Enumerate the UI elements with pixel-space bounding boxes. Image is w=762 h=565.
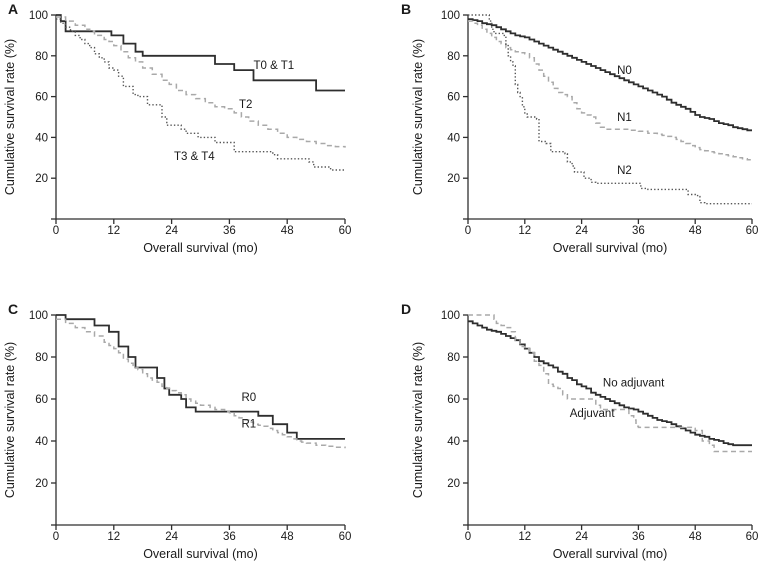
survival-curve-r0 — [56, 314, 345, 440]
survival-curve-no-adjuvant — [468, 320, 752, 447]
panel-letter: C — [8, 301, 18, 317]
x-axis-title: Overall survival (mo) — [143, 241, 258, 255]
y-tick-label: 20 — [35, 173, 48, 185]
x-tick-label: 24 — [165, 531, 178, 543]
series-label: T0 & T1 — [253, 60, 294, 72]
x-tick-label: 24 — [165, 225, 178, 237]
x-tick-label: 48 — [281, 531, 294, 543]
y-tick-label: 20 — [447, 478, 460, 490]
x-tick-label: 0 — [53, 531, 59, 543]
x-tick-label: 0 — [53, 225, 59, 237]
x-tick-label: 12 — [107, 531, 120, 543]
survival-curve-r1 — [56, 318, 346, 449]
series-label: Adjuvant — [570, 408, 616, 420]
series-label: R0 — [241, 392, 256, 404]
survival-curve-t0-t1 — [56, 14, 345, 92]
y-tick-label: 100 — [29, 10, 48, 22]
y-tick-label: 60 — [35, 92, 48, 104]
x-tick-label: 60 — [746, 225, 759, 237]
y-tick-label: 40 — [35, 436, 48, 448]
y-axis-title: Cumulative survival rate (%) — [3, 342, 17, 498]
x-tick-label: 36 — [223, 225, 236, 237]
y-axis-title: Cumulative survival rate (%) — [411, 342, 425, 498]
series-label: N1 — [617, 112, 632, 124]
panel-letter: A — [8, 1, 18, 17]
series-label: No adjuvant — [603, 377, 665, 389]
x-tick-label: 60 — [339, 531, 352, 543]
survival-curve-t3-t4 — [56, 18, 345, 171]
x-tick-label: 0 — [465, 225, 471, 237]
x-tick-label: 12 — [518, 531, 531, 543]
x-tick-label: 0 — [465, 531, 471, 543]
y-tick-label: 80 — [447, 51, 460, 63]
survival-curve-t2 — [56, 16, 346, 148]
series-label: R1 — [241, 418, 256, 430]
y-tick-label: 100 — [441, 10, 460, 22]
x-tick-label: 24 — [575, 225, 588, 237]
series-label: N2 — [617, 165, 632, 177]
x-tick-label: 24 — [575, 531, 588, 543]
panel-letter: B — [401, 1, 411, 17]
x-axis-title: Overall survival (mo) — [553, 547, 668, 561]
survival-curve-adjuvant — [468, 314, 752, 453]
y-tick-label: 60 — [35, 394, 48, 406]
y-tick-label: 60 — [447, 92, 460, 104]
panel-letter: D — [401, 301, 411, 317]
y-tick-label: 40 — [447, 132, 460, 144]
y-axis-title: Cumulative survival rate (%) — [411, 39, 425, 195]
y-tick-label: 20 — [447, 173, 460, 185]
y-tick-label: 100 — [441, 310, 460, 322]
x-tick-label: 48 — [281, 225, 294, 237]
y-tick-label: 40 — [447, 436, 460, 448]
panel-a-chart: A 100 80 60 40 20 0 12 24 36 48 60 Overall survival … — [3, 1, 352, 255]
y-tick-label: 40 — [35, 132, 48, 144]
x-tick-label: 36 — [632, 225, 645, 237]
x-axis-title: Overall survival (mo) — [553, 241, 668, 255]
y-tick-label: 20 — [35, 478, 48, 490]
survival-curve-n0 — [468, 18, 752, 132]
survival-curve-n1 — [468, 20, 753, 161]
y-axis-title: Cumulative survival rate (%) — [3, 39, 17, 195]
series-label: T3 & T4 — [174, 151, 215, 163]
x-axis-title: Overall survival (mo) — [143, 547, 258, 561]
x-tick-label: 60 — [339, 225, 352, 237]
x-tick-label: 12 — [518, 225, 531, 237]
x-tick-label: 48 — [689, 531, 702, 543]
panel-b-chart: B 100 80 60 40 20 0 12 24 36 48 60 Overall survival … — [401, 1, 759, 255]
panel-c-chart: C 100 80 60 40 20 0 12 24 36 48 60 Overall survival … — [3, 301, 352, 561]
y-tick-label: 80 — [35, 51, 48, 63]
survival-curve-n2 — [468, 14, 752, 205]
y-tick-label: 80 — [447, 352, 460, 364]
x-tick-label: 48 — [689, 225, 702, 237]
x-tick-label: 36 — [223, 531, 236, 543]
y-tick-label: 60 — [447, 394, 460, 406]
x-tick-label: 60 — [746, 531, 759, 543]
y-tick-label: 80 — [35, 352, 48, 364]
y-tick-label: 100 — [29, 310, 48, 322]
x-tick-label: 12 — [107, 225, 120, 237]
series-label: T2 — [239, 99, 252, 111]
panel-d-chart: D 100 80 60 40 20 0 12 24 36 48 60 Overall survival … — [401, 301, 759, 561]
series-label: N0 — [617, 65, 632, 77]
x-tick-label: 36 — [632, 531, 645, 543]
